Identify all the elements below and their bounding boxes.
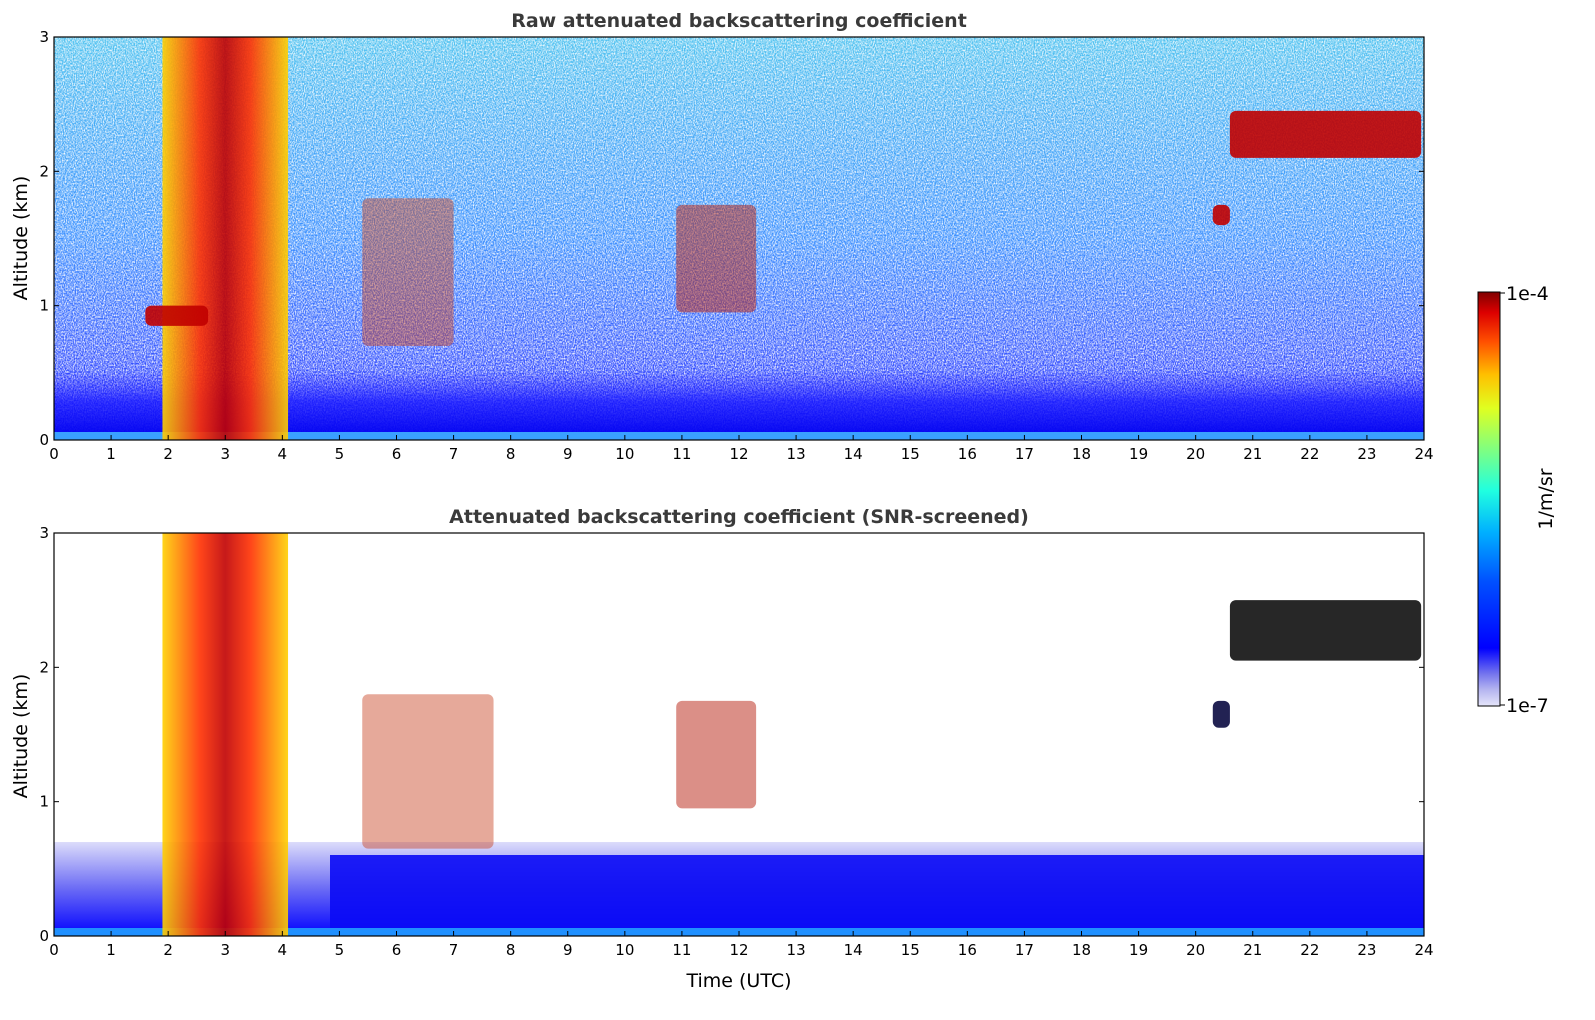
panel-screened-x-axis: 0 1 2 3 4 5 6 7 8 9 10 11 12 13 14 15 16 17 18 19 20 21 22 23 24 <box>49 931 1434 959</box>
x-tick-label: 8 <box>506 941 516 959</box>
x-tick-label: 12 <box>729 445 748 463</box>
y-tick-label: 2 <box>39 658 49 676</box>
x-tick-label: 3 <box>220 445 230 463</box>
x-tick-label: 4 <box>278 941 288 959</box>
colorbar-min-label: 1e-7 <box>1506 695 1549 717</box>
panel-raw: Raw attenuated backscattering coefficien… <box>10 10 1434 463</box>
heatmap-feature: cloud layer <box>1229 600 1422 661</box>
panel-raw-x-axis: 0 1 2 3 4 5 6 7 8 9 10 11 12 13 14 15 16 17 18 19 20 21 22 23 24 <box>49 435 1434 463</box>
panel-screened-y-label: Altitude (km) <box>10 674 32 799</box>
x-tick-label: 21 <box>1243 941 1262 959</box>
panel-screened-heatmap: low cloud / precipitation columns descend… <box>54 533 1424 936</box>
colorbar-unit-label: 1/m/sr <box>1535 468 1557 529</box>
panel-raw-heatmap: low cloud / precipitation columnscloud l… <box>54 37 1424 440</box>
x-tick-label: 11 <box>672 941 691 959</box>
y-tick-label: 3 <box>39 28 49 46</box>
heatmap-feature: low cloud / precipitation columns <box>162 37 289 440</box>
x-tick-label: 8 <box>506 445 516 463</box>
x-tick-label: 15 <box>901 941 920 959</box>
x-tick-label: 3 <box>220 941 230 959</box>
x-tick-label: 10 <box>615 445 634 463</box>
panel-raw-title: Raw attenuated backscattering coefficien… <box>511 10 967 32</box>
x-tick-label: 5 <box>335 941 345 959</box>
x-tick-label: 2 <box>163 941 173 959</box>
heatmap-feature: cloud patches <box>676 700 757 809</box>
y-tick-label: 0 <box>39 431 49 449</box>
x-tick-label: 22 <box>1300 445 1319 463</box>
x-tick-label: 24 <box>1414 941 1433 959</box>
colorbar-max-label: 1e-4 <box>1506 283 1549 305</box>
x-tick-label: 17 <box>1015 941 1034 959</box>
x-tick-label: 14 <box>844 941 863 959</box>
y-tick-label: 3 <box>39 524 49 542</box>
x-tick-label: 1 <box>106 941 116 959</box>
x-tick-label: 22 <box>1300 941 1319 959</box>
x-tick-label: 18 <box>1072 941 1091 959</box>
heatmap-feature: small cloud <box>1212 700 1230 728</box>
panel-raw-y-axis: 0 1 2 3 <box>39 28 1424 449</box>
x-tick-label: 20 <box>1186 941 1205 959</box>
x-tick-label: 4 <box>278 445 288 463</box>
x-tick-label: 18 <box>1072 445 1091 463</box>
panel-screened: Attenuated backscattering coefficient (S… <box>10 506 1434 992</box>
x-tick-label: 6 <box>392 941 402 959</box>
heatmap-feature: descending aerosol/cloud streaks <box>362 198 454 346</box>
x-tick-label: 10 <box>615 941 634 959</box>
heatmap-feature: cloud layer <box>1229 110 1422 158</box>
panel-screened-y-axis: 0 1 2 3 <box>39 524 1424 945</box>
panel-screened-x-label: Time (UTC) <box>685 970 791 992</box>
x-tick-label: 17 <box>1015 445 1034 463</box>
panel-screened-title: Attenuated backscattering coefficient (S… <box>449 506 1029 528</box>
panel-raw-y-label: Altitude (km) <box>10 176 32 301</box>
x-tick-label: 9 <box>563 445 573 463</box>
y-tick-label: 1 <box>39 793 49 811</box>
x-tick-label: 23 <box>1357 941 1376 959</box>
colorbar: 1e-4 1e-7 1/m/sr <box>1477 283 1557 717</box>
x-tick-label: 7 <box>449 445 459 463</box>
x-tick-label: 0 <box>49 445 59 463</box>
panel-screened-dense-layer <box>330 855 1424 936</box>
x-tick-label: 24 <box>1414 445 1433 463</box>
x-tick-label: 13 <box>787 941 806 959</box>
x-tick-label: 1 <box>106 445 116 463</box>
heatmap-feature: descending aerosol/cloud streaks <box>362 694 494 849</box>
x-tick-label: 21 <box>1243 445 1262 463</box>
x-tick-label: 2 <box>163 445 173 463</box>
x-tick-label: 11 <box>672 445 691 463</box>
x-tick-label: 9 <box>563 941 573 959</box>
x-tick-label: 20 <box>1186 445 1205 463</box>
heatmap-feature: cloud layer <box>145 305 209 326</box>
y-tick-label: 1 <box>39 297 49 315</box>
heatmap-feature: low cloud / precipitation columns <box>162 533 289 936</box>
x-tick-label: 12 <box>729 941 748 959</box>
x-tick-label: 23 <box>1357 445 1376 463</box>
x-tick-label: 19 <box>1129 445 1148 463</box>
x-tick-label: 7 <box>449 941 459 959</box>
x-tick-label: 6 <box>392 445 402 463</box>
x-tick-label: 19 <box>1129 941 1148 959</box>
x-tick-label: 0 <box>49 941 59 959</box>
x-tick-label: 16 <box>958 445 977 463</box>
colorbar-gradient <box>1477 291 1501 707</box>
y-tick-label: 2 <box>39 162 49 180</box>
x-tick-label: 14 <box>844 445 863 463</box>
x-tick-label: 15 <box>901 445 920 463</box>
heatmap-feature: cloud patches <box>676 204 757 313</box>
x-tick-label: 16 <box>958 941 977 959</box>
x-tick-label: 5 <box>335 445 345 463</box>
heatmap-feature: small cloud <box>1212 204 1230 226</box>
x-tick-label: 13 <box>787 445 806 463</box>
y-tick-label: 0 <box>39 927 49 945</box>
